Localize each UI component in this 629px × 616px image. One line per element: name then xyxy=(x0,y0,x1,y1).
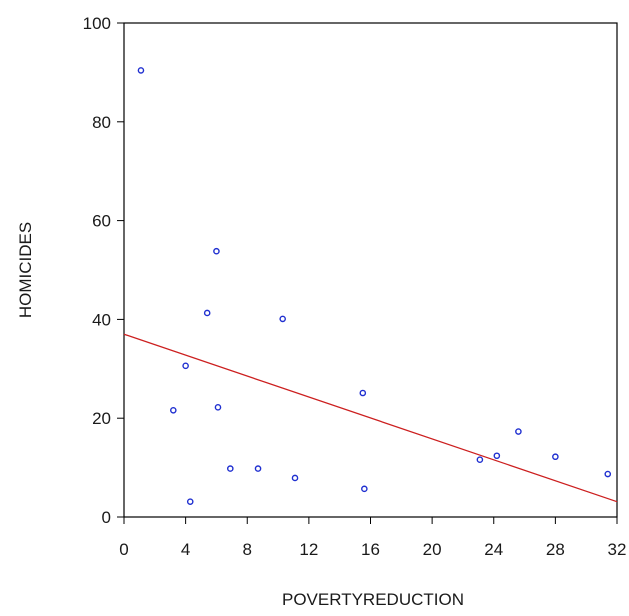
x-tick-label: 8 xyxy=(243,540,252,559)
data-point xyxy=(254,465,262,472)
data-point xyxy=(169,406,177,414)
x-tick-label: 28 xyxy=(546,540,565,559)
y-tick-label: 60 xyxy=(92,212,111,231)
x-axis: 0 4 8 12 16 20 24 28 32 xyxy=(119,517,626,559)
data-point xyxy=(182,362,189,370)
data-point xyxy=(214,404,222,411)
data-point xyxy=(515,428,522,435)
data-point xyxy=(279,315,286,323)
x-tick-label: 4 xyxy=(181,540,190,559)
data-point xyxy=(186,498,194,505)
y-tick-label: 40 xyxy=(92,310,111,329)
data-point xyxy=(493,452,501,460)
x-tick-label: 12 xyxy=(299,540,318,559)
data-point xyxy=(476,456,484,463)
data-point xyxy=(604,470,612,478)
x-tick-label: 0 xyxy=(119,540,128,559)
x-tick-label: 20 xyxy=(423,540,442,559)
y-tick-label: 0 xyxy=(102,508,111,527)
y-axis-title: HOMICIDES xyxy=(16,222,35,318)
data-point xyxy=(213,247,220,255)
data-points xyxy=(137,67,612,505)
data-point xyxy=(359,389,367,397)
data-point xyxy=(203,309,211,317)
regression-line xyxy=(123,333,618,503)
data-point xyxy=(227,465,234,472)
y-tick-label: 20 xyxy=(92,409,111,428)
x-tick-label: 32 xyxy=(608,540,627,559)
plot-area xyxy=(123,22,618,518)
x-tick-label: 16 xyxy=(361,540,380,559)
y-axis: 0 20 40 60 80 100 xyxy=(83,14,124,527)
plot-border xyxy=(123,22,618,518)
y-tick-label: 100 xyxy=(83,14,111,33)
data-point xyxy=(552,453,559,461)
x-tick-label: 24 xyxy=(484,540,503,559)
data-point xyxy=(291,474,299,482)
x-axis-title: POVERTYREDUCTION xyxy=(282,590,464,609)
y-tick-label: 80 xyxy=(92,113,111,132)
data-point xyxy=(361,485,368,493)
data-point xyxy=(137,67,145,74)
